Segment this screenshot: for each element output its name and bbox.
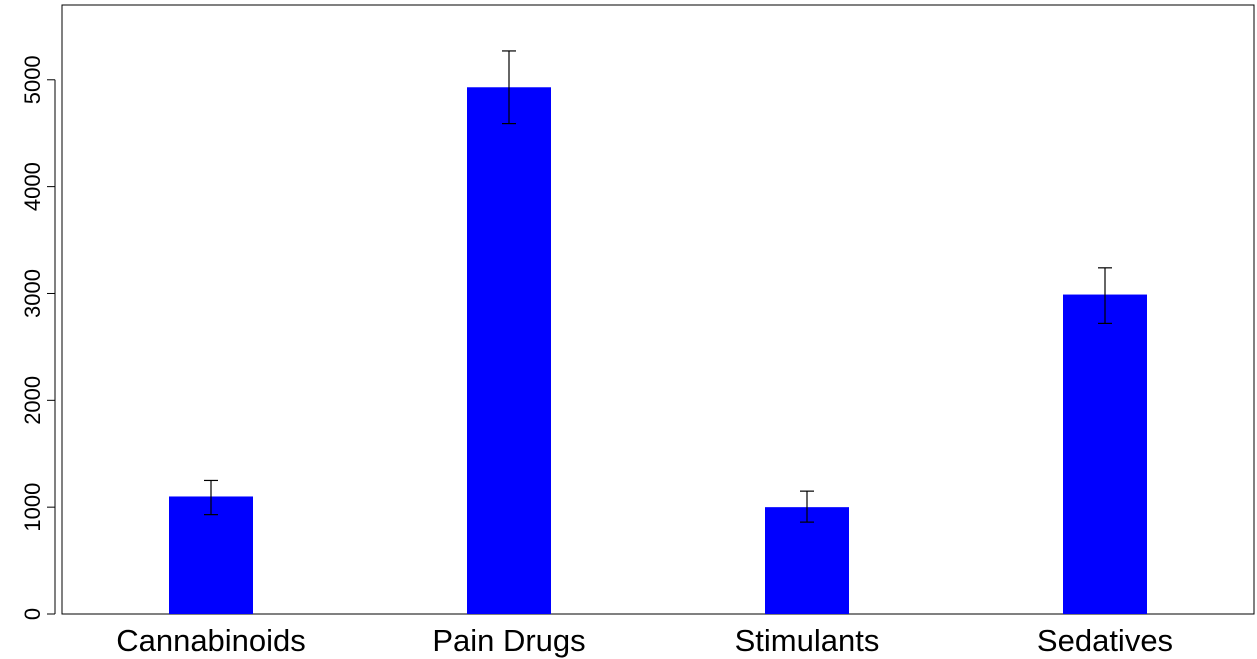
x-tick-label: Pain Drugs [432,623,585,658]
y-tick-label: 1000 [20,483,45,532]
x-axis-labels: Cannabinoids Pain Drugs Stimulants Sedative… [116,623,1173,658]
bar-cannabinoids [169,496,253,614]
error-bar [1098,267,1112,324]
bars [169,87,1147,614]
y-tick-label: 3000 [20,269,45,318]
bar-pain-drugs [467,87,551,614]
bar-stimulants [765,507,849,614]
x-tick-label: Stimulants [735,623,880,658]
x-tick-label: Cannabinoids [116,623,306,658]
y-axis: 0 1000 2000 3000 4000 5000 [20,55,56,620]
plot-frame [61,4,1255,615]
x-tick-label: Sedatives [1037,623,1173,658]
y-tick-label: 4000 [20,162,45,211]
y-tick-label: 2000 [20,376,45,425]
error-bar [502,50,516,125]
error-bar [204,479,218,516]
error-bars [204,50,1112,523]
y-tick-label: 5000 [20,55,45,104]
error-bar [800,490,814,523]
bar-sedatives [1063,294,1147,614]
y-tick-label: 0 [20,608,45,620]
